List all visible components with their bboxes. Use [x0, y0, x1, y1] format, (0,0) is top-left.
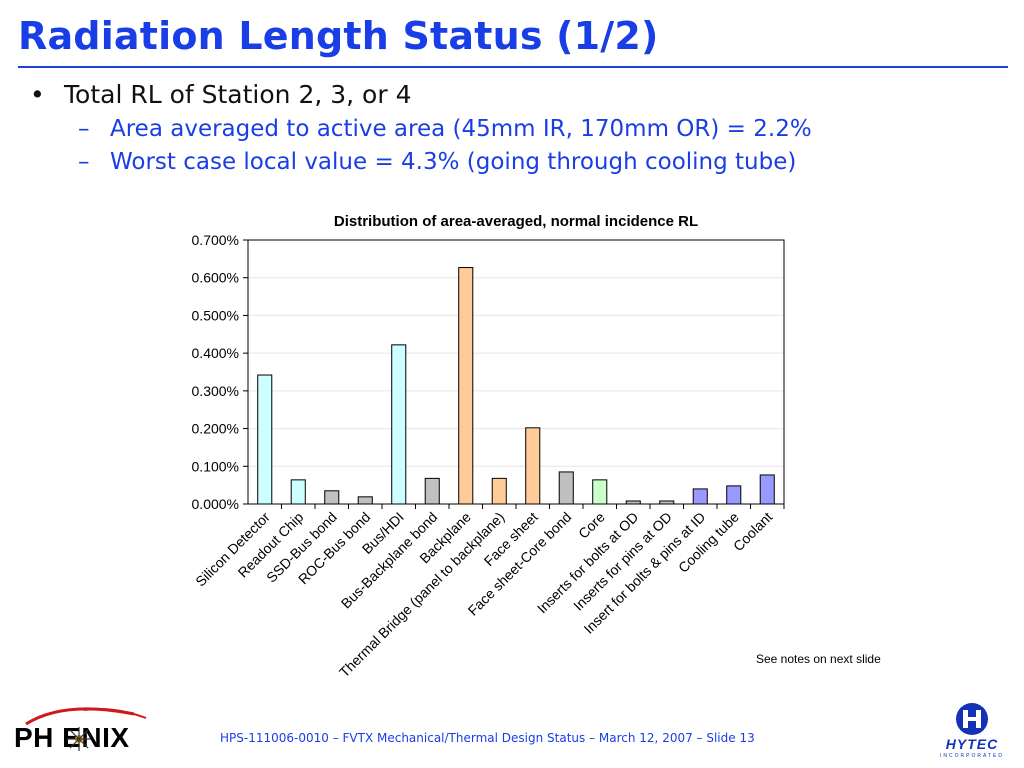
bar	[458, 267, 474, 505]
bar	[558, 471, 574, 505]
sub-bullet-dash: –	[78, 116, 90, 142]
bar	[391, 344, 407, 505]
bar	[726, 485, 742, 505]
chart-note: See notes on next slide	[756, 652, 881, 666]
bar	[692, 488, 708, 505]
sub-bullet-text: Worst case local value = 4.3% (going thr…	[110, 149, 797, 175]
y-tick-label: 0.600%	[192, 270, 239, 286]
bar	[659, 500, 675, 505]
phenix-star-icon	[67, 727, 91, 751]
slide-title: Radiation Length Status (1/2)	[18, 14, 659, 58]
bar	[491, 477, 507, 505]
rl-bar-chart: Distribution of area-averaged, normal in…	[192, 213, 785, 680]
bar	[759, 474, 775, 505]
hytec-logo: HYTEC INCORPORATED	[926, 702, 1018, 762]
y-tick-label: 0.500%	[192, 307, 239, 323]
y-tick-label: 0.100%	[192, 458, 239, 474]
bar	[525, 427, 541, 505]
y-tick-label: 0.700%	[192, 232, 239, 248]
y-tick-label: 0.200%	[192, 421, 239, 437]
title-divider	[18, 66, 1008, 68]
plot-frame	[247, 239, 785, 505]
bar	[324, 490, 340, 505]
bar	[625, 500, 641, 505]
sub-bullet-dash: –	[78, 149, 90, 175]
hytec-logo-subtext: INCORPORATED	[940, 753, 1004, 759]
main-bullet: • Total RL of Station 2, 3, or 4	[30, 80, 411, 109]
bar	[290, 479, 306, 505]
hytec-emblem-icon	[956, 703, 988, 735]
bar	[592, 479, 608, 505]
slide-footer: HPS-111006-0010 – FVTX Mechanical/Therma…	[220, 731, 755, 745]
phenix-wing-icon	[25, 707, 147, 726]
y-tick-label: 0.300%	[192, 383, 239, 399]
y-tick-label: 0.400%	[192, 345, 239, 361]
bar	[424, 477, 440, 505]
phenix-logo-text: PH ENIX	[14, 722, 130, 753]
y-tick-label: 0.000%	[192, 496, 239, 512]
main-bullet-text: Total RL of Station 2, 3, or 4	[64, 80, 412, 109]
phenix-logo: PH ENIX	[14, 704, 164, 758]
sub-bullet-area-averaged: – Area averaged to active area (45mm IR, …	[78, 116, 812, 142]
hytec-logo-text: HYTEC	[945, 736, 999, 752]
bar	[257, 374, 273, 505]
sub-bullet-text: Area averaged to active area (45mm IR, 1…	[110, 116, 812, 142]
sub-bullet-worst-case: – Worst case local value = 4.3% (going th…	[78, 149, 796, 175]
bullet-dot: •	[30, 80, 45, 109]
chart-title: Distribution of area-averaged, normal in…	[334, 213, 698, 230]
bar	[357, 496, 373, 505]
